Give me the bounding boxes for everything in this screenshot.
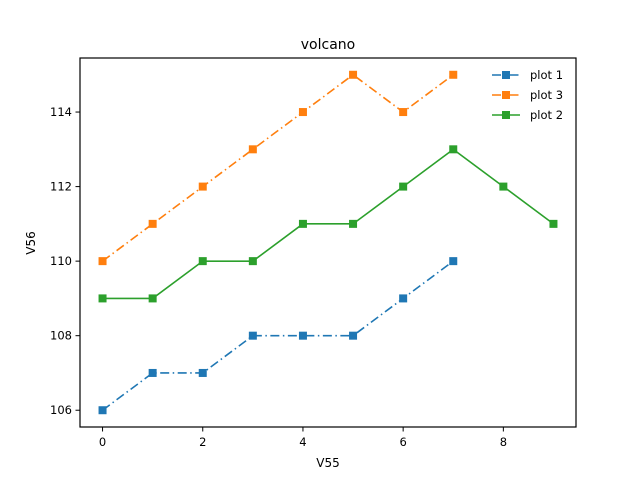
data-point — [298, 108, 307, 117]
data-point — [248, 331, 257, 340]
data-point — [98, 294, 107, 303]
data-point — [198, 182, 207, 191]
data-point — [248, 145, 257, 154]
data-point — [549, 219, 558, 228]
data-point — [98, 406, 107, 415]
data-point — [248, 257, 257, 266]
plot-frame — [79, 57, 577, 428]
x-tick-label: 8 — [500, 435, 507, 449]
legend-entry: plot 3 — [492, 88, 563, 102]
series-line — [102, 73, 454, 262]
data-point — [449, 70, 458, 79]
x-tick-label: 0 — [99, 435, 106, 449]
legend-label: plot 2 — [530, 108, 563, 122]
legend: plot 1 plot 3 plot 2 — [492, 68, 563, 122]
legend-marker — [502, 111, 510, 119]
series-plot-3 — [98, 70, 458, 266]
series-line — [102, 260, 454, 411]
chart-title: volcano — [301, 37, 355, 53]
data-point — [148, 219, 157, 228]
plot-series — [98, 70, 558, 415]
data-point — [449, 257, 458, 266]
data-point — [349, 70, 358, 79]
data-point — [449, 145, 458, 154]
y-tick-label: 114 — [50, 105, 72, 119]
data-point — [298, 219, 307, 228]
y-tick-label: 106 — [50, 403, 72, 417]
legend-marker — [502, 91, 510, 99]
data-point — [148, 368, 157, 377]
data-point — [148, 294, 157, 303]
data-point — [399, 108, 408, 117]
data-point — [399, 182, 408, 191]
legend-entry: plot 1 — [492, 68, 563, 82]
data-point — [198, 368, 207, 377]
legend-marker — [502, 71, 510, 79]
data-point — [349, 219, 358, 228]
data-point — [499, 182, 508, 191]
series-line — [102, 148, 554, 300]
y-tick-label: 110 — [50, 254, 72, 268]
data-point — [399, 294, 408, 303]
x-tick-label: 6 — [399, 435, 406, 449]
y-axis-label: V56 — [24, 231, 38, 254]
x-tick-label: 2 — [199, 435, 206, 449]
x-axis-label: V55 — [316, 456, 339, 470]
data-point — [98, 257, 107, 266]
series-plot-1 — [98, 257, 458, 415]
y-tick-label: 112 — [50, 180, 72, 194]
legend-label: plot 1 — [530, 68, 563, 82]
series-plot-2 — [98, 145, 558, 303]
y-tick-label: 108 — [50, 329, 72, 343]
data-point — [349, 331, 358, 340]
legend-label: plot 3 — [530, 88, 563, 102]
legend-entry: plot 2 — [492, 108, 563, 122]
x-tick-label: 4 — [299, 435, 306, 449]
data-point — [298, 331, 307, 340]
data-point — [198, 257, 207, 266]
axis-ticks: 0 2 4 6 8 106 108 110 112 114 — [50, 105, 507, 449]
